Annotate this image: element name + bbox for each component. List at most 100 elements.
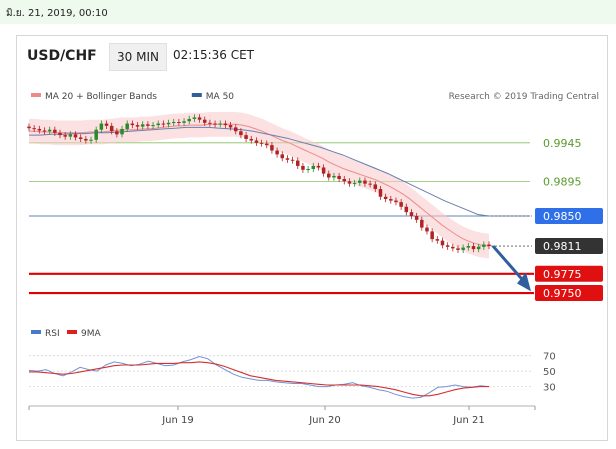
candle-body — [414, 216, 419, 220]
rsi-level-label-1: 50 — [543, 367, 556, 378]
candle-body — [146, 124, 150, 126]
candle-body — [270, 145, 274, 151]
x-tick-label-2: Jun 21 — [452, 415, 485, 426]
candle-body — [58, 132, 62, 136]
candle-body — [202, 119, 207, 123]
watermark: Research © 2019 Trading Central — [449, 92, 599, 102]
chart-svg: MA 20 + Bollinger Bands MA 50 Research © 2… — [27, 92, 603, 426]
candle-body — [233, 127, 238, 132]
candle-body — [99, 123, 104, 130]
candle-body — [218, 123, 222, 125]
candle-body — [125, 123, 129, 129]
symbol-label: USD/CHF — [27, 48, 97, 64]
candle-body — [363, 180, 367, 184]
candle-body — [440, 240, 445, 246]
candle-body — [89, 139, 93, 141]
bollinger-band — [29, 112, 489, 259]
rsi-ma9-line — [29, 361, 489, 397]
candle-body — [151, 125, 155, 127]
datestamp: มิ.ย. 21, 2019, 00:10 — [6, 8, 108, 19]
legend-main-swatch-0 — [31, 93, 41, 97]
candle-body — [213, 123, 217, 125]
candle-body — [228, 125, 233, 128]
legend-rsi-swatch-1 — [67, 330, 77, 334]
forecast-arrow-head — [517, 272, 531, 292]
candle-body — [327, 173, 331, 178]
candle-body — [332, 175, 336, 178]
candle-body — [182, 121, 186, 123]
candle-body — [109, 125, 114, 132]
x-tick-label-0: Jun 19 — [161, 415, 194, 426]
candle-body — [120, 128, 124, 135]
candle-body — [466, 246, 471, 248]
timeframe-button[interactable]: 30 MIN — [109, 43, 167, 71]
legend-rsi-label-1: 9MA — [81, 329, 101, 339]
candle-body — [130, 123, 135, 126]
candle-body — [171, 122, 176, 124]
candle-body — [208, 122, 212, 124]
candle-body — [94, 129, 98, 140]
candle-body — [420, 219, 424, 228]
candle-body — [223, 123, 228, 126]
candle-body — [404, 206, 409, 213]
level-label-2: 0.9850 — [543, 210, 582, 223]
level-label-0: 0.9945 — [543, 137, 582, 150]
candle-body — [254, 140, 259, 143]
candle-body — [249, 138, 254, 141]
chart-panel: USD/CHF 30 MIN 02:15:36 CET MA 20 + Boll… — [16, 35, 608, 441]
rsi-line — [28, 355, 490, 399]
level-badge-4 — [535, 265, 603, 282]
candle-body — [445, 245, 450, 247]
level-badge-3 — [535, 238, 603, 255]
legend-main-label-0: MA 20 + Bollinger Bands — [45, 92, 157, 102]
candle-body — [383, 196, 388, 200]
candle-body — [301, 165, 305, 170]
candle-body — [197, 117, 202, 120]
candle-body — [389, 199, 393, 201]
candle-body — [399, 202, 403, 207]
candle-body — [115, 131, 119, 135]
legend-rsi-label-0: RSI — [45, 329, 60, 339]
candle-body — [244, 135, 248, 139]
candle-body — [78, 137, 83, 139]
top-date-bar: มิ.ย. 21, 2019, 00:10 — [0, 0, 616, 24]
x-tick-label-1: Jun 20 — [308, 415, 341, 426]
level-label-4: 0.9775 — [543, 268, 582, 281]
legend-rsi-swatch-0 — [31, 330, 41, 334]
candle-body — [192, 117, 197, 119]
candle-body — [161, 123, 166, 125]
candle-body — [32, 128, 36, 130]
chart-header: USD/CHF 30 MIN 02:15:36 CET — [17, 36, 607, 76]
candle-body — [321, 167, 326, 174]
candle-body — [177, 122, 181, 124]
forecast-arrow-shaft — [491, 245, 525, 282]
candle-body — [275, 150, 279, 155]
candle-body — [296, 160, 300, 166]
ma50-line — [29, 126, 490, 217]
candle-body — [73, 134, 78, 138]
candle-body — [239, 131, 243, 136]
candle-body — [394, 200, 398, 203]
candle-body — [487, 244, 491, 247]
candle-body — [27, 126, 31, 129]
candle-body — [84, 138, 88, 141]
candle-body — [285, 158, 290, 160]
candle-body — [456, 248, 460, 250]
candle-body — [53, 129, 57, 133]
candle-body — [140, 124, 145, 127]
candle-body — [352, 182, 357, 184]
candle-body — [451, 246, 455, 249]
candle-body — [104, 123, 109, 126]
candle-body — [461, 247, 465, 250]
candle-body — [425, 227, 429, 232]
candle-body — [156, 123, 160, 126]
candle-body — [430, 231, 434, 240]
candle-body — [378, 189, 383, 197]
candle-body — [435, 239, 440, 241]
candle-body — [342, 179, 347, 182]
ma20-line — [29, 123, 490, 247]
level-badge-2 — [535, 208, 603, 225]
candle-body — [187, 118, 191, 122]
candle-body — [316, 165, 321, 168]
candle-body — [37, 128, 42, 131]
